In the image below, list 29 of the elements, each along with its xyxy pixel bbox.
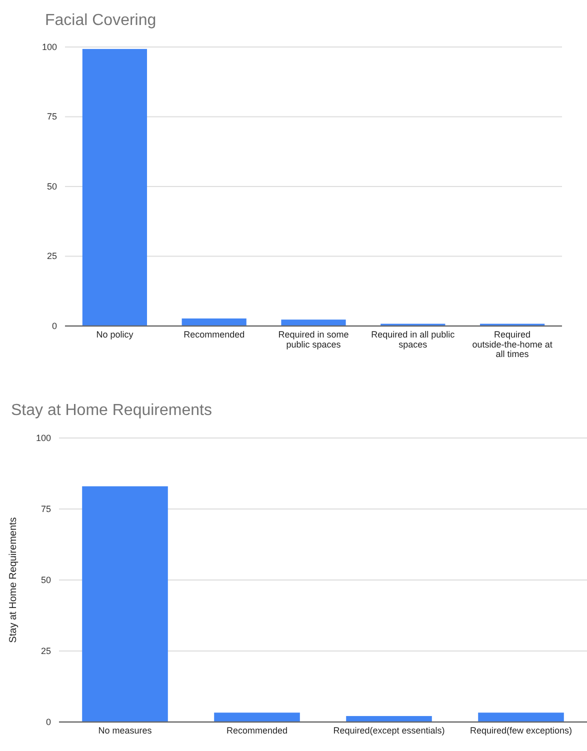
y-tick-label: 0 — [46, 716, 51, 727]
x-tick-label: Required in some public spaces — [278, 329, 349, 350]
x-tick-label: Recommended — [226, 725, 288, 736]
chart-title: Facial Covering — [45, 12, 156, 29]
y-tick-label: 0 — [52, 320, 57, 331]
bar — [82, 486, 168, 722]
x-tick-label: Required outside-the-home at all times — [472, 329, 553, 360]
y-tick-label: 100 — [36, 432, 51, 443]
x-tick-label: Required(except essentials) — [333, 725, 445, 736]
y-tick-label: 75 — [40, 504, 51, 514]
bar — [214, 712, 300, 722]
y-tick-label: 100 — [42, 42, 57, 52]
y-tick-label: 25 — [40, 646, 51, 656]
bar — [82, 48, 148, 326]
x-tick-label: Required in all public spaces — [371, 329, 456, 350]
y-tick-label: 50 — [40, 574, 51, 585]
x-tick-label: Required(few exceptions) — [470, 725, 572, 736]
x-tick-label: Recommended — [184, 329, 245, 340]
bar — [346, 716, 432, 722]
x-tick-label: No policy — [96, 329, 134, 340]
y-tick-label: 50 — [46, 181, 57, 192]
bar — [182, 318, 246, 326]
chart-title: Stay at Home Requirements — [11, 402, 212, 419]
y-tick-label: 75 — [46, 112, 57, 122]
y-axis-title: Stay at Home Requirements — [8, 517, 19, 643]
bar — [281, 320, 346, 326]
y-tick-label: 25 — [46, 251, 57, 262]
bar — [478, 712, 564, 722]
x-tick-label: No measures — [98, 725, 152, 736]
